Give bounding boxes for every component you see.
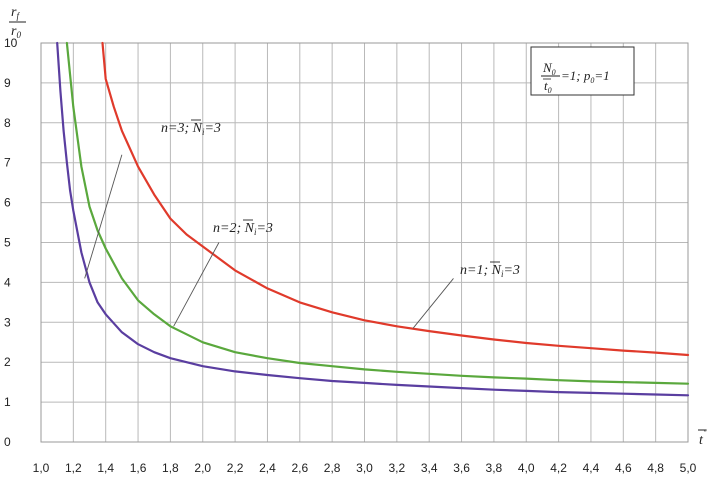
x-tick-label: 3,8 xyxy=(486,461,503,475)
x-tick-label: 3,4 xyxy=(421,461,438,475)
y-tick-label: 1 xyxy=(4,395,11,409)
y-tick-label: 4 xyxy=(4,275,11,289)
x-tick-label: 4,8 xyxy=(647,461,664,475)
x-tick-label: 3,0 xyxy=(356,461,373,475)
x-tick-label: 2,4 xyxy=(259,461,276,475)
series-label: n=2; Ni=3 xyxy=(213,221,273,237)
annotations: n=1; Ni=3 n=2; Ni=3 n=3; Ni=3 xyxy=(84,119,520,329)
svg-text:t0: t0 xyxy=(544,78,552,95)
series-group xyxy=(56,41,690,397)
x-tick-label: 2,6 xyxy=(291,461,308,475)
y-axis-label: rf r0 xyxy=(9,5,26,40)
y-tick-label: 5 xyxy=(4,236,11,250)
plot-border xyxy=(40,42,689,443)
series-line-n2 xyxy=(65,41,690,385)
x-tick-label: 4,4 xyxy=(583,461,600,475)
svg-text:=1; p0=1: =1; p0=1 xyxy=(561,68,610,85)
parameter-box: N0 t0 =1; p0=1 xyxy=(530,46,635,96)
x-tick-label: 1,0 xyxy=(33,461,50,475)
y-tick-label: 7 xyxy=(4,156,11,170)
svg-text:rf: rf xyxy=(11,5,20,21)
x-tick-label: 4,6 xyxy=(615,461,632,475)
x-tick-label: 1,2 xyxy=(65,461,82,475)
svg-text:t″: t″ xyxy=(699,428,707,448)
svg-text:N0: N0 xyxy=(542,60,556,77)
x-tick-label: 3,2 xyxy=(389,461,406,475)
x-tick-label: 1,6 xyxy=(130,461,147,475)
y-tick-label: 9 xyxy=(4,76,11,90)
leader-line xyxy=(84,154,123,279)
series-line-n3 xyxy=(56,41,690,397)
svg-text:r0: r0 xyxy=(11,24,21,40)
x-tick-label: 4,2 xyxy=(550,461,567,475)
x-tick-label: 2,8 xyxy=(324,461,341,475)
y-tick-label: 2 xyxy=(4,355,11,369)
x-tick-label: 1,4 xyxy=(97,461,114,475)
series-line-n1 xyxy=(101,41,690,357)
x-tick-label: 3,6 xyxy=(453,461,470,475)
series-label: n=1; Ni=3 xyxy=(460,263,520,279)
series-label: n=3; Ni=3 xyxy=(161,121,221,137)
y-tick-label: 6 xyxy=(4,196,11,210)
y-tick-label: 0 xyxy=(4,435,11,449)
tick-labels: 1,0 1,2 1,4 1,6 1,8 2,0 2,2 2,4 2,6 2,8 3,0 3,2 3,4 3… xyxy=(4,36,697,475)
x-tick-label: 5,0 xyxy=(680,461,697,475)
x-tick-label: 1,8 xyxy=(162,461,179,475)
y-tick-label: 10 xyxy=(4,36,18,50)
leader-line xyxy=(412,278,454,329)
x-tick-label: 2,0 xyxy=(194,461,211,475)
leader-line xyxy=(173,242,220,327)
y-tick-label: 3 xyxy=(4,315,11,329)
x-tick-label: 2,2 xyxy=(227,461,244,475)
y-tick-label: 8 xyxy=(4,116,11,130)
grid xyxy=(40,42,689,443)
x-tick-label: 4,0 xyxy=(518,461,535,475)
x-axis-label: t″ xyxy=(698,428,707,448)
